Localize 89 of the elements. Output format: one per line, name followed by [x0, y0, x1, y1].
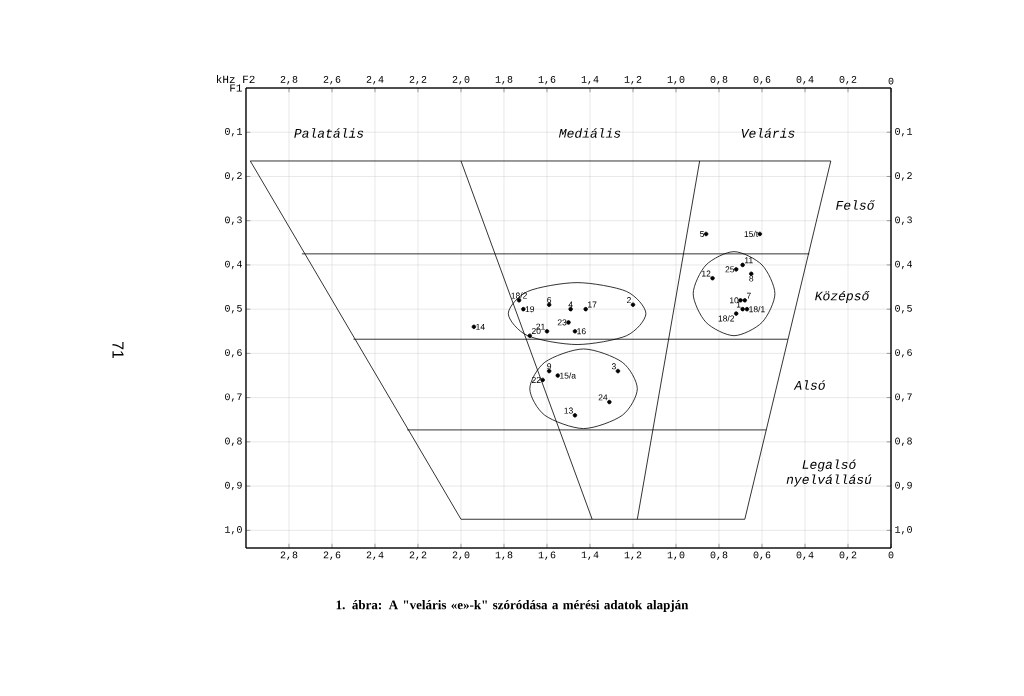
y-tick-label: 0,8: [225, 437, 242, 447]
y2-tick-label: 0,8: [895, 437, 912, 447]
x-tick-label: 1,4: [581, 551, 599, 560]
annotation: 5: [700, 230, 705, 237]
x-tick-label: 0,2: [839, 551, 857, 560]
annotation: 17: [588, 301, 597, 308]
y-tick-label: 0,3: [225, 216, 242, 225]
x-axis-title: kHz F2: [217, 75, 255, 83]
annotation: 21: [536, 323, 545, 330]
x2-tick-label: 2,0: [452, 76, 470, 85]
y2-tick-label: 0,9: [895, 481, 912, 491]
x-tick-label: 0,6: [753, 551, 771, 560]
x2-tick-label: 0,4: [796, 76, 814, 85]
x2-tick-label: 0: [888, 77, 894, 85]
y2-tick-label: 0,6: [895, 349, 912, 358]
annotation: 11: [744, 257, 753, 264]
annotation: 7: [746, 292, 751, 299]
annotation: 18/1: [749, 306, 765, 313]
x-tick-label: 2,8: [280, 551, 298, 560]
annotation: 18/2: [718, 315, 735, 322]
annotation: Mediális: [558, 128, 621, 138]
x2-tick-label: 0,2: [839, 76, 857, 85]
y2-tick-label: 0,2: [895, 172, 912, 181]
annotation: 15/t: [744, 230, 759, 238]
annotation: 8: [749, 275, 754, 282]
annotation: 19: [525, 306, 535, 313]
y2-tick-label: 0,4: [895, 260, 913, 270]
annotation: 2: [627, 297, 631, 304]
annotation: Palatális: [294, 128, 364, 138]
x2-tick-label: 2,2: [409, 76, 427, 85]
y2-tick-label: 0,1: [895, 127, 913, 137]
annotation: 4: [568, 301, 573, 308]
x2-tick-label: 1,2: [624, 76, 642, 85]
y-tick-label: 1,0: [225, 526, 242, 535]
x2-tick-label: 1,4: [581, 76, 599, 85]
y-tick-label: 0,4: [225, 260, 242, 270]
y-tick-label: 0,9: [225, 481, 242, 491]
x2-tick-label: 1,6: [538, 76, 556, 85]
annotation: 22: [531, 376, 541, 383]
y2-tick-label: 1,0: [895, 526, 912, 535]
annotation: Veláris: [741, 128, 795, 138]
annotation: 25: [725, 266, 735, 273]
annotation: Középső: [815, 291, 870, 303]
x-tick-label: 1,6: [538, 551, 556, 560]
y-tick-label: 0,7: [225, 393, 242, 402]
x-tick-label: 1,8: [495, 551, 513, 560]
x2-tick-label: 2,4: [366, 76, 384, 85]
y-tick-label: 0,1: [225, 127, 242, 137]
annotation: 6: [547, 297, 552, 304]
annotation: 16: [577, 328, 586, 335]
x2-tick-label: 2,8: [280, 76, 298, 85]
annotation: 10: [729, 297, 739, 304]
annotation: 20: [531, 327, 541, 334]
y2-tick-label: 0,3: [895, 216, 912, 225]
annotation: 18/2: [511, 292, 527, 299]
annotation: 9: [547, 363, 552, 370]
x2-tick-label: 1,8: [495, 76, 513, 85]
annotation: Alsó: [793, 380, 825, 390]
y-tick-label: 0,6: [225, 349, 242, 358]
x-tick-label: 1,0: [667, 551, 685, 560]
x-tick-label: 1,2: [624, 551, 642, 560]
annotation: 13: [564, 407, 573, 414]
text: 71: [112, 341, 124, 359]
text: 1. ábra: A "veláris «e»-k" szóródása a mérési adatok alapján: [336, 600, 689, 612]
annotation: 3: [611, 363, 616, 370]
x-tick-label: 2,4: [366, 551, 384, 560]
annotation: Legalsó nyelvállású: [786, 459, 872, 487]
x-tick-label: 2,0: [452, 551, 470, 560]
y-tick-label: 0,2: [225, 172, 242, 181]
y2-tick-label: 0,7: [895, 393, 912, 402]
annotation: Felső: [836, 200, 875, 210]
y-axis-title: F1: [230, 84, 242, 92]
annotation: 24: [598, 394, 608, 401]
x-tick-label: 0: [888, 551, 894, 559]
x-tick-label: 2,2: [409, 551, 427, 560]
annotation: 14: [476, 323, 485, 330]
x-tick-label: 2,6: [323, 551, 341, 560]
annotation: 1: [736, 301, 741, 308]
y2-tick-label: 0,5: [895, 304, 912, 314]
annotation: 15/a: [560, 372, 576, 379]
x2-tick-label: 2,6: [323, 76, 341, 85]
x2-tick-label: 1,0: [667, 76, 685, 85]
x-tick-label: 0,8: [710, 551, 728, 560]
y-tick-label: 0,5: [225, 304, 242, 314]
annotation: 12: [702, 270, 711, 277]
x-tick-label: 0,4: [796, 551, 814, 560]
x2-tick-label: 0,6: [753, 76, 771, 85]
annotation: 23: [557, 319, 567, 326]
x2-tick-label: 0,8: [710, 76, 728, 85]
